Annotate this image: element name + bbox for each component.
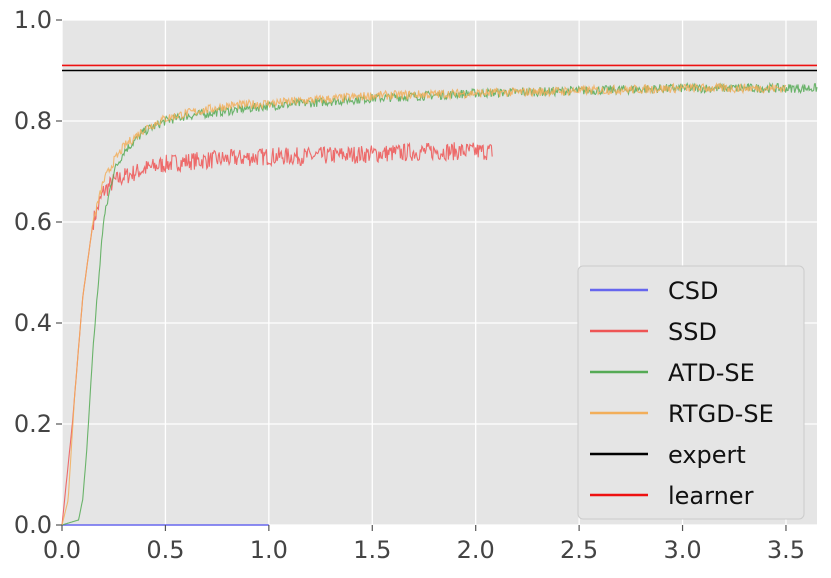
legend: CSD SSD ATD-SE RTGD-SE expert learner	[577, 265, 805, 520]
x-tick-label: 3.5	[767, 536, 805, 564]
x-tick-label: 1.0	[250, 536, 288, 564]
axis-ticks: 0.0 0.5 1.0 1.5 2.0 2.5 3.0 3.5 0.0 0.2 0.4 0.6 0.8 1…	[14, 6, 805, 564]
x-tick-label: 1.5	[353, 536, 391, 564]
y-tick-label: 0.2	[14, 410, 52, 438]
legend-box	[577, 265, 805, 520]
legend-label-rtgd-se: RTGD-SE	[668, 400, 774, 428]
series-line-ssd	[61, 141, 493, 526]
legend-label-ssd: SSD	[668, 318, 717, 346]
y-tick-label: 0.6	[14, 208, 52, 236]
x-tick-label: 0.0	[43, 536, 81, 564]
y-tick-label: 0.4	[14, 309, 52, 337]
x-tick-label: 2.0	[457, 536, 495, 564]
x-tick-label: 3.0	[663, 536, 701, 564]
legend-label-csd: CSD	[668, 277, 718, 305]
y-tick-label: 0.8	[14, 107, 52, 135]
legend-label-expert: expert	[668, 441, 746, 469]
x-tick-label: 2.5	[560, 536, 598, 564]
series-line-rtgd-se	[61, 82, 787, 526]
y-tick-label: 0.0	[14, 511, 52, 539]
series-line-atd-se	[61, 81, 818, 526]
legend-label-atd-se: ATD-SE	[668, 359, 755, 387]
legend-label-learner: learner	[668, 482, 754, 510]
x-tick-label: 0.5	[146, 536, 184, 564]
y-tick-label: 1.0	[14, 6, 52, 34]
